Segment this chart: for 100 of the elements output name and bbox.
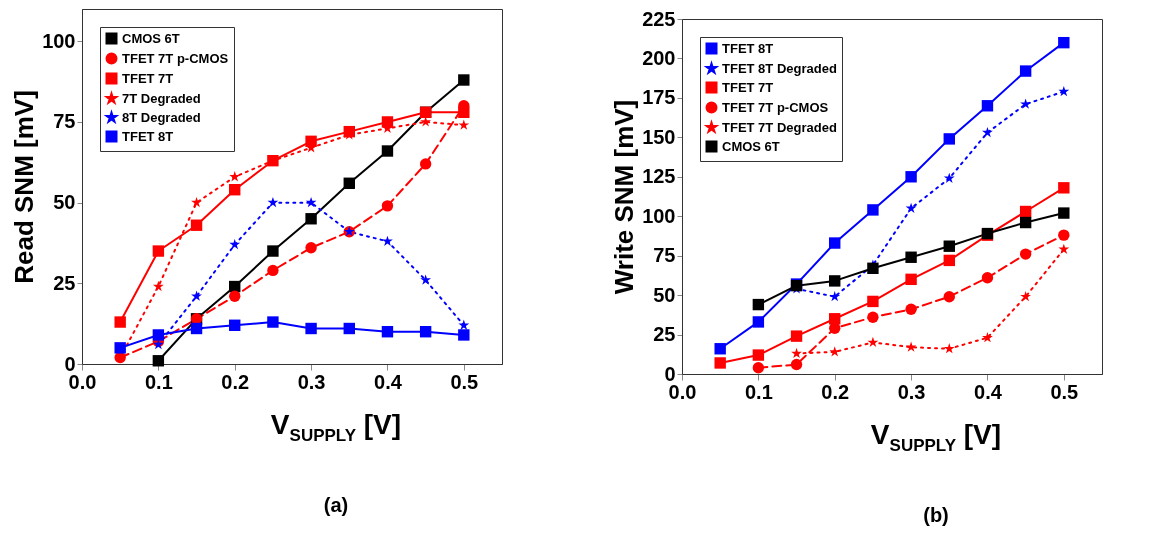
point xyxy=(943,172,955,183)
point xyxy=(229,290,241,302)
point xyxy=(229,171,241,182)
point xyxy=(905,303,917,315)
point xyxy=(305,322,317,335)
point xyxy=(191,290,202,301)
legend-label: TFET 7T xyxy=(722,79,774,95)
point xyxy=(790,358,803,371)
point xyxy=(867,204,879,216)
point xyxy=(381,200,394,212)
point xyxy=(420,274,432,285)
x-tick-label: 0.1 xyxy=(144,370,173,393)
point xyxy=(229,238,241,250)
y-tick-label: 150 xyxy=(642,125,676,148)
point xyxy=(943,240,955,252)
point xyxy=(829,237,841,249)
point xyxy=(229,184,241,196)
point xyxy=(152,245,165,257)
legend-label: 8T Degraded xyxy=(122,109,201,125)
point xyxy=(905,341,917,352)
y-tick-label: 50 xyxy=(653,283,676,306)
point xyxy=(343,322,355,335)
point xyxy=(714,343,726,355)
legend-label: TFET 7T p-CMOS xyxy=(122,50,229,66)
x-axis-title: V$_{SUPPLY}$ [V] xyxy=(869,419,1003,456)
x-tick-label: 0.2 xyxy=(821,380,850,403)
point xyxy=(829,275,841,287)
point xyxy=(790,330,803,342)
x-tick-label: 0.5 xyxy=(1050,380,1079,403)
legend-label: TFET 7T xyxy=(122,70,174,86)
point xyxy=(905,171,917,183)
y-tick-label: 175 xyxy=(642,86,676,109)
point xyxy=(152,329,165,341)
point xyxy=(382,235,393,246)
point xyxy=(458,119,470,130)
point xyxy=(458,74,470,86)
point xyxy=(752,362,765,374)
point xyxy=(190,219,203,231)
point xyxy=(267,316,279,328)
legend-label: TFET 8T xyxy=(122,128,174,144)
point xyxy=(982,332,993,343)
y-tick-label: 100 xyxy=(42,29,76,52)
point xyxy=(1058,207,1070,219)
point xyxy=(1020,290,1032,302)
point xyxy=(191,196,202,208)
legend-label: TFET 8T Degraded xyxy=(722,60,837,76)
point xyxy=(267,264,279,277)
point xyxy=(267,245,279,257)
point xyxy=(981,272,994,284)
point xyxy=(791,347,802,359)
y-tick-label: 25 xyxy=(53,271,76,294)
point xyxy=(1058,182,1070,194)
point xyxy=(305,242,317,254)
point xyxy=(981,100,994,112)
point xyxy=(1058,36,1070,49)
point xyxy=(714,357,726,369)
x-tick-label: 0.5 xyxy=(450,370,479,393)
point xyxy=(419,326,432,338)
legend-label: TFET 7T p-CMOS xyxy=(722,99,829,115)
point xyxy=(419,158,432,170)
point xyxy=(152,355,165,367)
y-axis-title: Write SNM [mV] xyxy=(609,99,640,295)
point xyxy=(1020,98,1032,109)
point xyxy=(1058,85,1070,97)
point xyxy=(152,280,164,292)
point xyxy=(458,106,470,118)
text: (a) xyxy=(322,493,350,517)
point xyxy=(943,133,955,145)
point xyxy=(343,177,355,189)
y-tick-label: 75 xyxy=(653,244,676,267)
point xyxy=(982,126,993,138)
y-tick-label: 200 xyxy=(642,46,676,69)
point xyxy=(1019,205,1032,218)
text: (b) xyxy=(922,503,950,527)
point xyxy=(114,316,126,328)
x-tick-label: 0.4 xyxy=(974,380,1003,403)
legend-label: CMOS 6T xyxy=(722,138,780,154)
point xyxy=(752,349,765,361)
point xyxy=(381,326,394,338)
point xyxy=(752,316,765,328)
point xyxy=(458,329,470,341)
y-tick-label: 125 xyxy=(642,165,676,188)
point xyxy=(1019,216,1032,229)
x-tick-label: 0.1 xyxy=(744,380,773,403)
y-tick-label: 100 xyxy=(642,204,676,227)
point xyxy=(905,273,917,286)
point xyxy=(1019,65,1032,77)
legend-label: CMOS 6T xyxy=(122,30,180,46)
point xyxy=(305,213,317,225)
point xyxy=(867,295,879,308)
x-tick-label: 0.4 xyxy=(374,370,403,393)
x-axis-title: V$_{SUPPLY}$ [V] xyxy=(269,409,403,446)
y-tick-label: 225 xyxy=(642,7,676,30)
point xyxy=(190,322,203,335)
y-tick-label: 25 xyxy=(653,323,676,346)
y-axis-title: Read SNM [mV] xyxy=(9,90,40,284)
point xyxy=(381,145,394,157)
point xyxy=(943,291,955,303)
y-tick-label: 50 xyxy=(53,191,76,214)
point xyxy=(905,251,917,263)
